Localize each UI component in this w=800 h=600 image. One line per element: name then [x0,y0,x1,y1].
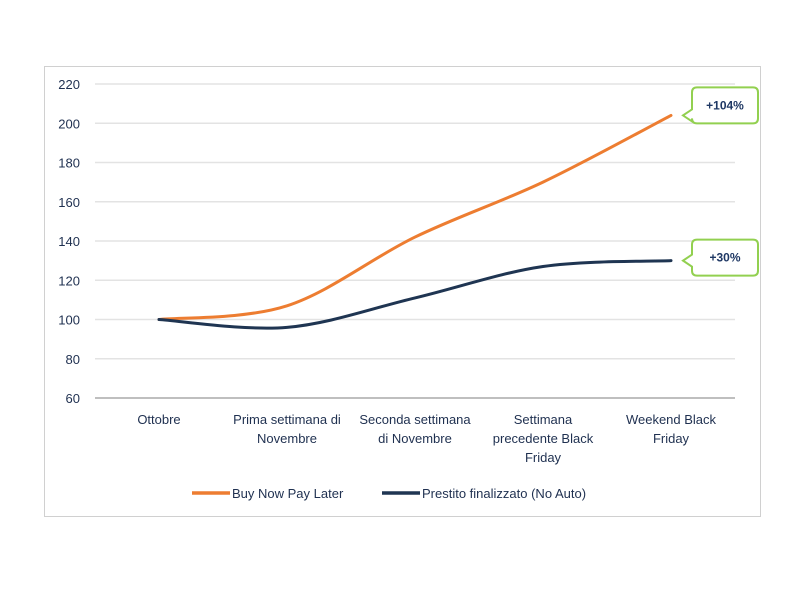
x-tick-label: Settimana [514,412,573,427]
y-tick-label: 160 [58,195,80,210]
x-tick-label: di Novembre [378,431,452,446]
legend-label: Prestito finalizzato (No Auto) [422,486,586,501]
chart-frame [44,66,761,517]
y-tick-label: 60 [66,391,80,406]
x-tick-label: Friday [525,450,562,465]
callout-label: +30% [709,251,740,265]
y-tick-label: 100 [58,313,80,328]
y-tick-label: 180 [58,156,80,171]
callout-box [681,86,759,125]
x-tick-label: Novembre [257,431,317,446]
y-tick-label: 80 [66,352,80,367]
callout-box [681,238,759,277]
x-tick-label: Weekend Black [626,412,717,427]
y-tick-label: 140 [58,234,80,249]
x-tick-label: Prima settimana di [233,412,341,427]
x-tick-label: precedente Black [493,431,594,446]
y-tick-label: 220 [58,77,80,92]
series-line-bnpl [157,113,673,321]
legend-label: Buy Now Pay Later [232,486,344,501]
y-tick-label: 200 [58,116,80,131]
callout-label: +104% [706,98,744,112]
series-line-prestito [157,259,673,330]
x-tick-label: Ottobre [137,412,180,427]
x-tick-label: Friday [653,431,690,446]
y-tick-label: 120 [58,273,80,288]
x-tick-label: Seconda settimana [359,412,471,427]
